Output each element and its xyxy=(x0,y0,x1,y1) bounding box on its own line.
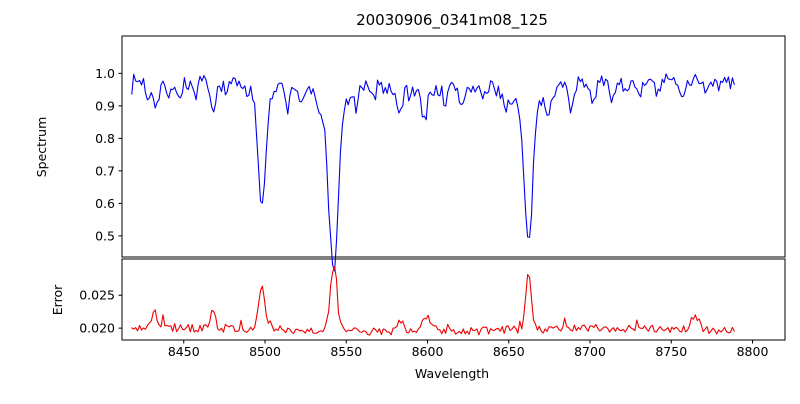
error-line xyxy=(131,266,735,336)
spectrum-y-tick-label: 0.5 xyxy=(95,228,115,243)
error-y-axis-label: Error xyxy=(50,284,65,315)
x-tick-label: 8750 xyxy=(655,344,687,359)
x-axis-label: Wavelength xyxy=(415,366,489,381)
x-tick-label: 8700 xyxy=(574,344,606,359)
error-y-tick-label: 0.025 xyxy=(79,288,115,303)
spectrum-y-tick-label: 0.8 xyxy=(95,131,115,146)
x-tick-label: 8650 xyxy=(493,344,525,359)
axes-layer xyxy=(121,35,786,341)
x-tick-label: 8600 xyxy=(412,344,444,359)
error-y-tick-label: 0.020 xyxy=(79,321,115,336)
spectrum-y-tick-label: 0.9 xyxy=(95,98,115,113)
spectrum-y-tick-label: 0.6 xyxy=(95,196,115,211)
spectrum-line xyxy=(131,73,735,272)
spectrum-axes-box xyxy=(121,35,786,258)
x-tick-label: 8450 xyxy=(168,344,200,359)
spectrum-y-tick-label: 1.0 xyxy=(95,66,115,81)
plot-title: 20030906_0341m08_125 xyxy=(356,11,548,30)
x-tick-label: 8500 xyxy=(249,344,281,359)
x-tick-label: 8550 xyxy=(330,344,362,359)
spectrum-y-tick-label: 0.7 xyxy=(95,163,115,178)
error-axes-box xyxy=(121,258,786,341)
ticks-layer: 8450 8500 8550 8600 8650 8700 8750 8800 0.5 0.6 0.… xyxy=(79,66,768,359)
spectrum-y-axis-label: Spectrum xyxy=(34,117,49,178)
series-layer xyxy=(131,73,735,336)
x-tick-label: 8800 xyxy=(737,344,769,359)
